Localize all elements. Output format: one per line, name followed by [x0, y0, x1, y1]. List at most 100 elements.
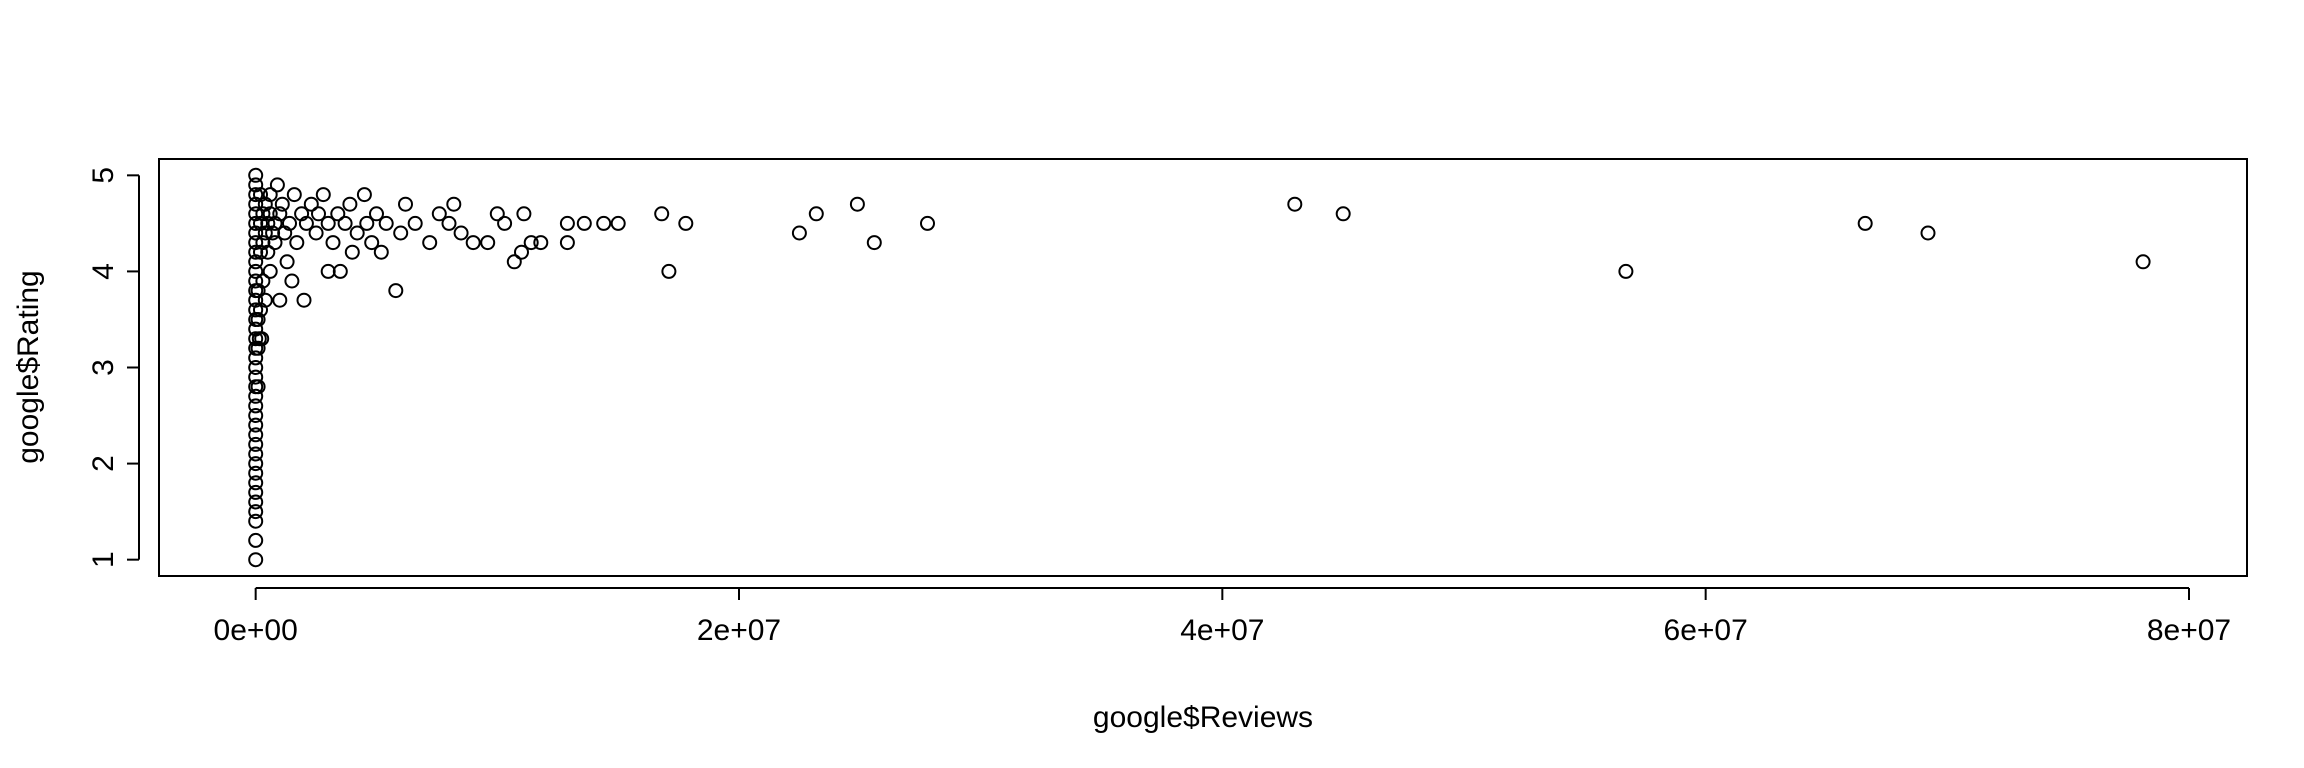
data-point	[320, 263, 336, 279]
data-point	[289, 235, 305, 251]
data-point	[269, 177, 285, 193]
data-point	[248, 513, 264, 529]
data-point	[250, 340, 266, 356]
data-point	[298, 215, 314, 231]
data-point	[257, 292, 273, 308]
data-point	[453, 225, 469, 241]
data-point	[480, 235, 496, 251]
x-tick-label: 2e+07	[697, 614, 781, 647]
data-point	[248, 360, 264, 375]
data-point	[576, 215, 592, 231]
data-point	[866, 235, 882, 251]
data-point	[272, 206, 288, 222]
data-point	[516, 206, 532, 222]
data-point	[369, 206, 384, 222]
data-point	[282, 215, 297, 231]
data-point	[349, 225, 365, 241]
plot-area-border	[158, 158, 2248, 577]
y-tick-label: 4	[87, 263, 120, 280]
data-point	[250, 312, 266, 327]
data-point	[356, 187, 372, 203]
data-point	[398, 196, 413, 212]
y-tick-label: 3	[87, 359, 120, 376]
data-point	[308, 225, 324, 241]
data-point	[523, 235, 539, 251]
data-point	[1857, 215, 1873, 231]
data-point	[248, 398, 264, 414]
data-point	[260, 244, 276, 260]
data-point	[465, 235, 481, 251]
data-point	[320, 215, 336, 231]
points-layer	[248, 167, 2151, 568]
data-point	[332, 263, 348, 279]
data-point	[248, 263, 264, 279]
data-point	[248, 484, 264, 500]
data-point	[422, 235, 438, 251]
data-point	[1618, 263, 1634, 279]
x-tick-label: 8e+07	[2147, 614, 2231, 647]
data-point	[296, 292, 312, 308]
data-point	[248, 456, 264, 472]
data-point	[364, 235, 380, 251]
data-point	[678, 215, 694, 231]
data-point	[325, 235, 341, 251]
data-point	[248, 446, 264, 462]
data-point	[255, 273, 271, 289]
data-point	[514, 244, 529, 260]
data-point	[344, 244, 360, 260]
data-point	[248, 436, 264, 452]
data-point	[284, 273, 300, 289]
data-point	[393, 225, 409, 241]
data-point	[248, 504, 264, 520]
data-point	[248, 417, 264, 433]
data-point	[279, 254, 295, 270]
x-tick-label: 6e+07	[1664, 614, 1748, 647]
data-point	[248, 350, 264, 366]
y-axis-title: google$Rating	[12, 270, 45, 464]
data-point	[257, 225, 273, 241]
data-point	[446, 196, 462, 212]
data-point	[610, 215, 626, 231]
data-point	[248, 167, 264, 183]
data-point	[1335, 206, 1351, 222]
data-point	[431, 206, 447, 222]
data-point	[311, 206, 326, 222]
y-axis: 1 2 3 4 5	[87, 167, 140, 568]
data-point	[441, 215, 457, 231]
data-point	[248, 532, 264, 548]
data-point	[808, 206, 824, 222]
data-point	[248, 494, 264, 510]
data-point	[342, 196, 358, 212]
data-point	[248, 465, 264, 481]
data-point	[274, 196, 290, 212]
data-point	[262, 187, 278, 203]
data-point	[596, 215, 612, 231]
data-point	[286, 187, 302, 203]
data-point	[388, 283, 404, 299]
data-point	[373, 244, 389, 260]
data-point	[533, 235, 549, 251]
data-point	[559, 215, 575, 231]
x-tick-label: 0e+00	[214, 614, 298, 647]
data-point	[2135, 254, 2151, 270]
data-point	[248, 369, 264, 385]
data-point	[359, 215, 375, 231]
data-point	[497, 215, 513, 231]
data-point	[248, 552, 264, 568]
y-tick-label: 5	[87, 167, 120, 184]
y-tick-label: 2	[87, 455, 120, 472]
x-axis-title: google$Reviews	[1093, 701, 1313, 734]
data-point	[407, 215, 423, 231]
data-point	[661, 263, 677, 279]
data-point	[267, 235, 283, 251]
data-point	[791, 225, 807, 241]
data-point	[248, 273, 264, 289]
data-point	[378, 215, 394, 231]
data-point	[254, 331, 270, 347]
data-point	[253, 244, 268, 260]
data-point	[920, 215, 935, 231]
data-point	[272, 292, 288, 308]
data-point	[1920, 225, 1936, 241]
data-point	[654, 206, 670, 222]
